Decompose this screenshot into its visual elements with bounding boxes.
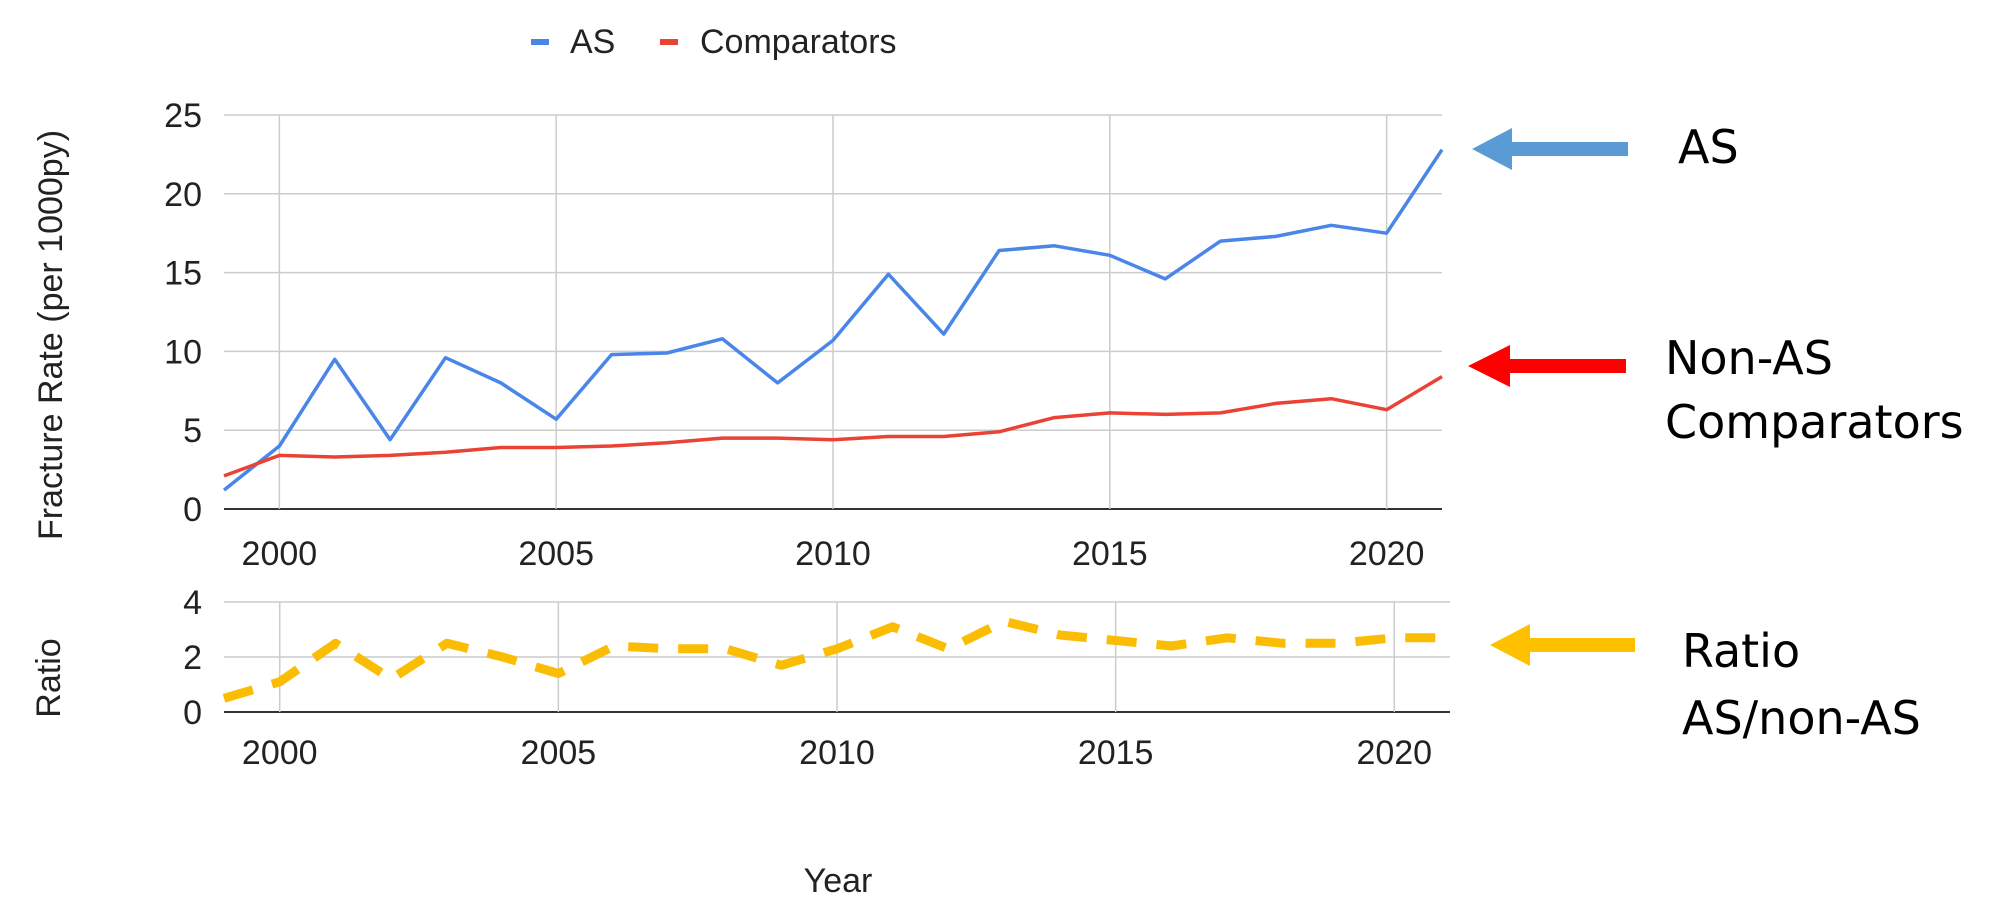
bottom-x-tick-labels: 2000 2005 2010 2015 2020 xyxy=(242,734,1432,772)
annotation-ratio-line2: AS/non-AS xyxy=(1682,691,1921,745)
arrow-non-as-icon xyxy=(1468,345,1626,387)
annotation-as-label: AS xyxy=(1678,120,1739,174)
legend-label-comparators: Comparators xyxy=(700,23,897,61)
x-axis-title: Year xyxy=(804,862,873,900)
x-tick-label-2020: 2020 xyxy=(1356,734,1432,772)
annotation-as: AS xyxy=(1472,120,1739,174)
x-tick-label-2015: 2015 xyxy=(1078,734,1154,772)
x-tick-label-2005: 2005 xyxy=(521,734,597,772)
y-tick-label-2: 2 xyxy=(183,639,202,677)
y-tick-label-0: 0 xyxy=(183,491,202,529)
bottom-gridlines xyxy=(224,601,1450,713)
x-tick-label-2000: 2000 xyxy=(242,535,318,573)
annotation-ratio: Ratio AS/non-AS xyxy=(1490,624,1921,745)
y-tick-label-4: 4 xyxy=(183,584,202,622)
x-tick-label-2000: 2000 xyxy=(242,734,318,772)
legend: AS Comparators xyxy=(531,23,897,61)
bottom-y-tick-labels: 0 2 4 xyxy=(183,584,202,732)
y-tick-label-15: 15 xyxy=(164,255,202,293)
x-tick-label-2015: 2015 xyxy=(1072,535,1148,573)
top-y-tick-labels: 0 5 10 15 20 25 xyxy=(164,97,202,529)
top-panel: 0 5 10 15 20 25 2000 2005 2010 2015 2020 Fracture… xyxy=(32,97,1444,573)
bottom-y-axis-title: Ratio xyxy=(30,638,68,717)
bottom-panel: 0 2 4 2000 2005 2010 2015 2020 Ratio xyxy=(30,584,1451,772)
y-tick-label-10: 10 xyxy=(164,333,202,371)
annotation-ratio-line1: Ratio xyxy=(1682,624,1800,678)
top-x-tick-labels: 2000 2005 2010 2015 2020 xyxy=(242,535,1425,573)
top-series-lines xyxy=(222,148,1444,492)
y-tick-label-0: 0 xyxy=(183,694,202,732)
x-tick-label-2005: 2005 xyxy=(518,535,594,573)
y-tick-label-20: 20 xyxy=(164,176,202,214)
top-gridlines xyxy=(224,114,1442,510)
annotation-non-as: Non-AS Comparators xyxy=(1468,331,1964,449)
x-tick-label-2020: 2020 xyxy=(1349,535,1425,573)
annotation-non-as-line2: Comparators xyxy=(1665,395,1964,449)
legend-label-as: AS xyxy=(570,23,615,61)
x-tick-label-2010: 2010 xyxy=(799,734,875,772)
arrow-ratio-icon xyxy=(1490,624,1635,666)
top-y-axis-title: Fracture Rate (per 1000py) xyxy=(32,130,70,540)
y-tick-label-5: 5 xyxy=(183,412,202,450)
annotation-non-as-line1: Non-AS xyxy=(1665,331,1833,385)
y-tick-label-25: 25 xyxy=(164,97,202,135)
bottom-series-lines xyxy=(222,616,1451,703)
arrow-as-icon xyxy=(1472,128,1628,170)
x-tick-label-2010: 2010 xyxy=(795,535,871,573)
